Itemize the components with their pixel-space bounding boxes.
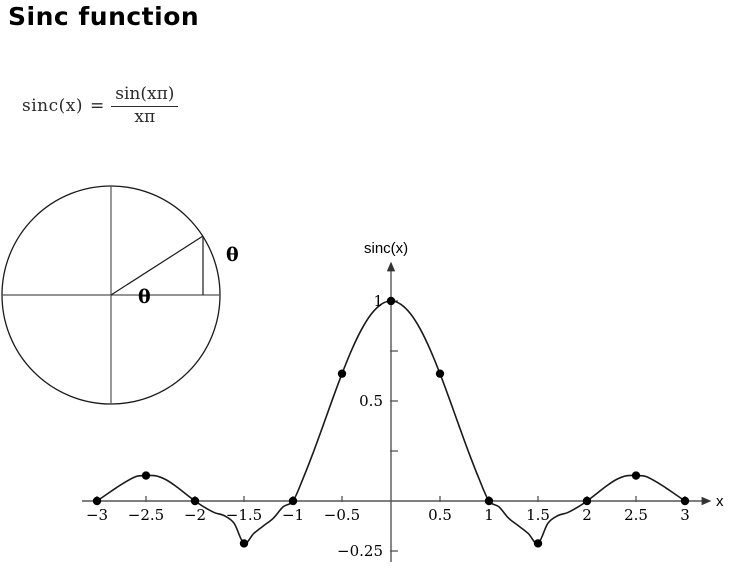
y-tick-label: −0.25 [337, 542, 383, 560]
x-tick-label: 0.5 [428, 506, 452, 524]
x-tick-label: −2 [183, 506, 207, 524]
x-tick-label: 1.5 [526, 506, 550, 524]
unit-circle-svg [1, 185, 221, 405]
data-point-marker [386, 296, 396, 306]
data-point-marker [631, 471, 641, 480]
data-point-marker [582, 496, 592, 506]
y-axis-label: sinc(x) [364, 240, 409, 257]
x-tick-label: −3 [85, 506, 109, 524]
data-point-marker [288, 496, 298, 506]
x-tick-label: 2.5 [624, 506, 648, 524]
formula-lhs: sinc(x) [22, 96, 83, 117]
data-point-marker [337, 369, 347, 378]
unit-circle-diagram: θ θ [0, 182, 246, 412]
data-point-marker [239, 539, 249, 548]
data-point-marker [141, 471, 151, 480]
x-tick-label: −2.5 [127, 506, 165, 524]
data-point-marker [435, 369, 445, 378]
sinc-formula: sinc(x) = sin(xπ) xπ [22, 85, 179, 127]
data-point-marker [190, 496, 200, 506]
formula-numerator: sin(xπ) [111, 85, 179, 107]
x-tick-label: 2 [582, 506, 592, 524]
y-axis-ticks [390, 300, 398, 552]
x-tick-label: 3 [680, 506, 690, 524]
data-point-marker [533, 539, 543, 548]
x-tick-label: −1 [281, 506, 305, 524]
theta-angle-label-inner: θ [138, 286, 151, 308]
y-tick-label: 1 [373, 292, 383, 310]
formula-denominator: xπ [134, 106, 156, 127]
x-tick-label: −1.5 [225, 506, 263, 524]
x-axis-ticks [96, 496, 686, 502]
y-tick-label: 0.5 [359, 392, 383, 410]
formula-fraction: sin(xπ) xπ [111, 85, 179, 127]
page-title: Sinc function [8, 2, 200, 31]
data-point-marker [92, 496, 102, 506]
formula-equals: = [89, 96, 105, 117]
data-point-marker [484, 496, 494, 506]
x-tick-label: 1 [484, 506, 494, 524]
theta-arc-label-outer: θ [226, 244, 239, 266]
data-point-marker [680, 496, 690, 506]
x-axis-label: x [716, 493, 724, 510]
radius-line [110, 235, 204, 296]
x-tick-label: −0.5 [323, 506, 361, 524]
